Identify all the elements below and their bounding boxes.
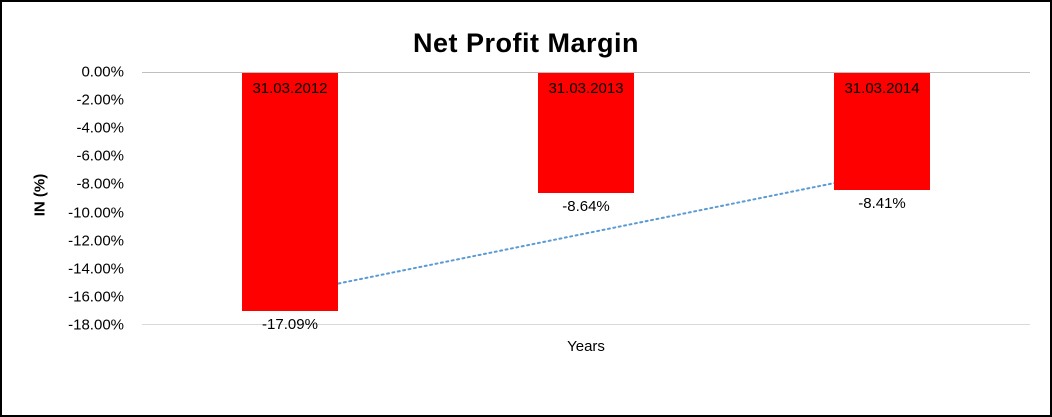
bar-category-label: 31.03.2013	[548, 80, 624, 97]
y-tick-label: -18.00%	[68, 316, 124, 334]
bar-value-label: -8.41%	[858, 195, 906, 213]
y-tick-label: -4.00%	[76, 119, 124, 137]
bar-category-label: 31.03.2012	[252, 80, 328, 97]
y-axis-ticks: 0.00% -2.00% -4.00% -6.00% -8.00% -10.00% -12.…	[2, 64, 132, 334]
bar-category-label: 31.03.2014	[844, 80, 920, 97]
bar-31.03.2012: 31.03.2012 -17.09%	[241, 73, 338, 333]
plot-area: 31.03.2012 -17.09% 31.03.2013 -8.64% 31.03.2…	[142, 72, 1030, 333]
chart-title: Net Profit Margin	[412, 28, 639, 58]
y-tick-label: -14.00%	[68, 260, 124, 278]
y-tick-label: -6.00%	[76, 147, 124, 165]
y-tick-label: -10.00%	[68, 204, 124, 222]
y-tick-label: -16.00%	[68, 288, 124, 306]
y-tick-label: -2.00%	[76, 91, 124, 109]
bar-31.03.2013: 31.03.2013 -8.64%	[538, 73, 634, 215]
bar-value-label: -8.64%	[562, 198, 610, 216]
bar-31.03.2014: 31.03.2014 -8.41%	[834, 73, 930, 212]
bar-value-label: -17.09%	[262, 316, 318, 334]
y-tick-label: 0.00%	[81, 63, 124, 81]
x-axis-label: Years	[567, 338, 605, 355]
y-tick-label: -8.00%	[76, 175, 124, 193]
y-tick-label: -12.00%	[68, 232, 124, 250]
